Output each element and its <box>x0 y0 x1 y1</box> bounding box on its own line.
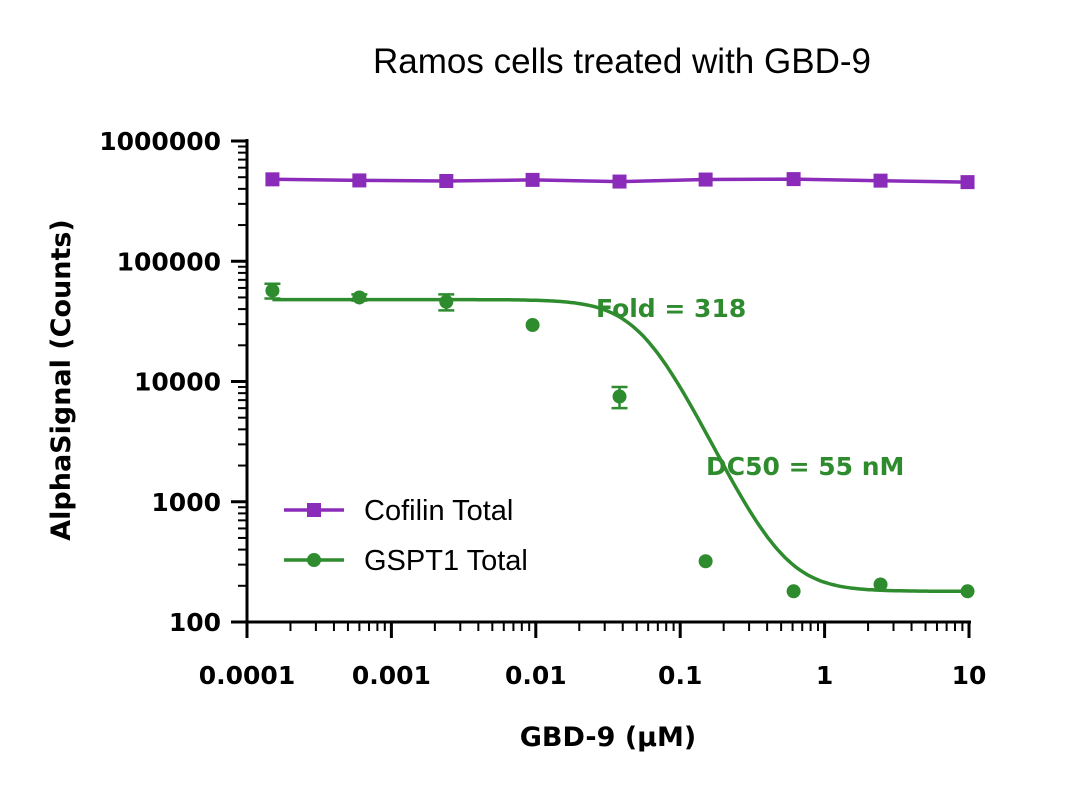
data-point <box>439 294 454 309</box>
data-point <box>786 584 801 599</box>
data-point <box>873 173 888 188</box>
legend-marker <box>307 553 321 567</box>
y-axis-label: AlphaSignal (Counts) <box>46 219 77 541</box>
legend-label: Cofilin Total <box>364 495 513 527</box>
x-tick-label: 10 <box>952 661 987 690</box>
x-tick-label: 0.0001 <box>199 661 295 690</box>
data-point <box>525 172 540 187</box>
data-point <box>612 174 627 189</box>
legend-item: GSPT1 Total <box>284 545 528 577</box>
x-tick-label: 1 <box>816 661 833 690</box>
series-gspt1-total <box>264 282 975 599</box>
axes: 100 1000 10000 100000 1000000 0.0001 0.001 0.01… <box>99 127 986 690</box>
data-point <box>525 318 540 333</box>
x-tick-label: 0.01 <box>505 661 567 690</box>
y-tick-label: 100 <box>169 608 221 637</box>
series-cofilin-total <box>265 172 975 190</box>
y-tick-label: 10000 <box>134 368 221 397</box>
legend-marker <box>307 503 321 517</box>
data-point <box>352 290 367 305</box>
data-point <box>698 172 713 187</box>
data-point <box>265 172 280 187</box>
data-point <box>960 175 975 190</box>
data-point <box>612 389 627 404</box>
x-axis-label: GBD-9 (µM) <box>520 722 696 753</box>
chart-title: Ramos cells treated with GBD-9 <box>373 42 871 81</box>
plot-area <box>264 172 975 599</box>
data-point <box>873 577 888 592</box>
legend-item: Cofilin Total <box>284 495 513 527</box>
fit-line <box>272 297 968 594</box>
y-tick-label: 100000 <box>117 247 221 276</box>
data-point <box>439 173 454 188</box>
legend-label: GSPT1 Total <box>364 545 528 577</box>
y-tick-label: 1000000 <box>99 127 221 156</box>
data-point <box>265 283 280 298</box>
data-point <box>786 172 801 187</box>
legend: Cofilin Total GSPT1 Total <box>284 495 528 577</box>
data-point <box>352 173 367 188</box>
x-tick-label: 0.1 <box>658 661 702 690</box>
y-tick-label: 1000 <box>151 488 221 517</box>
x-tick-label: 0.001 <box>352 661 431 690</box>
data-point <box>698 554 713 569</box>
data-point <box>960 584 975 599</box>
annotation-dc50: DC50 = 55 nM <box>706 452 904 481</box>
annotation-fold: Fold = 318 <box>596 294 746 323</box>
